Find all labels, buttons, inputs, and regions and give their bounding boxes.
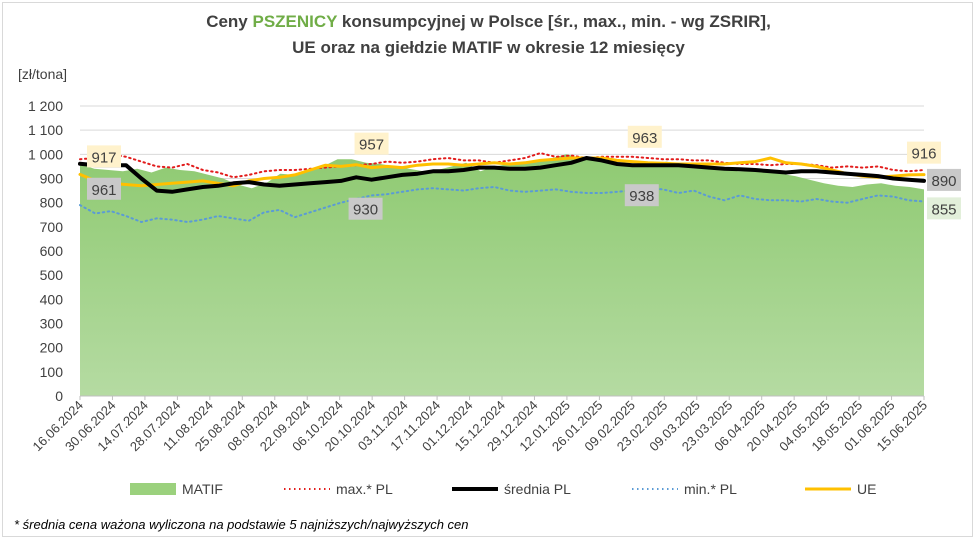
data-label: 930 <box>353 202 378 219</box>
data-label-box <box>624 184 659 207</box>
y-tick-label: 400 <box>40 291 64 307</box>
data-label: 917 <box>91 149 116 166</box>
title-prefix: Ceny <box>206 12 253 31</box>
legend-label: UE <box>857 481 876 497</box>
y-tick-label: 800 <box>40 195 64 211</box>
series-max-pl-line <box>79 152 925 179</box>
legend-swatch-matif <box>130 483 176 495</box>
y-tick-label: 100 <box>40 364 64 380</box>
data-label-box <box>348 197 383 220</box>
legend-label: min.* PL <box>684 481 737 497</box>
y-tick-label: 700 <box>40 219 64 235</box>
legend-label: max.* PL <box>336 481 393 497</box>
series-matif-area <box>80 154 924 396</box>
y-tick-label: 1 100 <box>28 122 63 138</box>
y-tick-label: 1 200 <box>28 98 63 114</box>
chart-title-line2: UE oraz na giełdzie MATIF w okresie 12 m… <box>292 38 685 57</box>
title-suffix: konsumpcyjnej w Polsce [śr., max., min. … <box>337 12 771 31</box>
data-label: 963 <box>632 130 657 147</box>
data-label: 957 <box>359 137 384 154</box>
data-label-box <box>927 168 961 191</box>
data-label: 890 <box>931 173 956 190</box>
series-srednia-pl-line <box>78 156 926 194</box>
y-tick-label: 0 <box>55 388 63 404</box>
data-label: 938 <box>629 188 654 205</box>
title-highlight: PSZENICY <box>252 12 338 31</box>
y-tick-label: 200 <box>40 340 64 356</box>
y-tick-label: 1 000 <box>28 146 63 162</box>
legend-label: MATIF <box>182 481 223 497</box>
series-min-pl-line <box>79 186 925 223</box>
data-label: 961 <box>91 182 116 199</box>
footnote: * średnia cena ważona wyliczona na podst… <box>14 517 469 532</box>
data-label-box <box>627 125 662 148</box>
data-label-box <box>87 145 121 168</box>
data-label: 855 <box>931 201 956 218</box>
data-label-box <box>907 141 941 164</box>
y-tick-label: 600 <box>40 243 64 259</box>
legend-label: średnia PL <box>504 481 571 497</box>
y-tick-label: 900 <box>40 171 64 187</box>
data-label: 916 <box>911 146 936 163</box>
data-label-box <box>927 197 961 220</box>
y-tick-label: 300 <box>40 316 64 332</box>
y-axis-label: [zł/tona] <box>18 66 67 82</box>
data-label-box <box>354 132 389 155</box>
data-label-box <box>87 177 121 200</box>
chart-title-line1: Ceny PSZENICY konsumpcyjnej w Polsce [śr… <box>0 12 977 32</box>
y-tick-label: 500 <box>40 267 64 283</box>
